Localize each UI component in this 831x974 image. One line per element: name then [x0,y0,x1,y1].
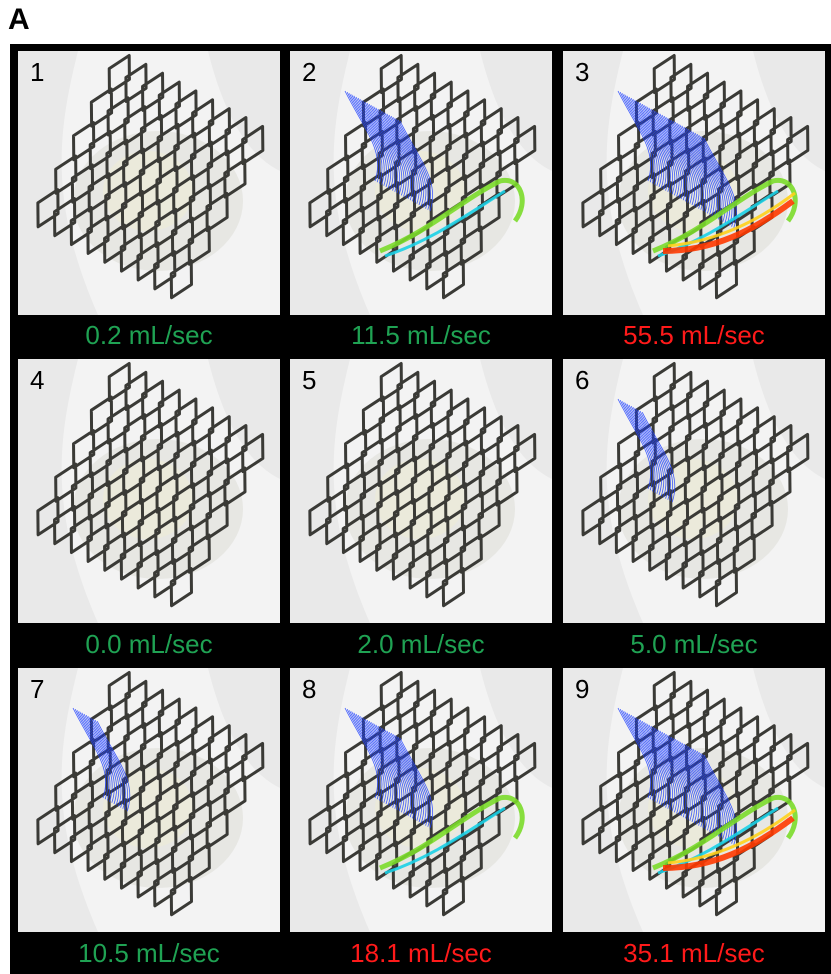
stent-render-9 [581,668,825,932]
stent-render-4 [36,359,280,623]
valve-image-4: 4 [18,359,280,623]
leak-rate-6: 5.0 mL/sec [630,629,758,659]
valve-image-6: 6 [563,359,825,623]
stent-frame [36,670,265,917]
case-number: 7 [30,674,45,704]
stent-frame [36,361,265,608]
valve-image-3: 3 [563,51,825,315]
stent-render-6 [581,359,825,623]
flow-streamlines [617,398,676,503]
stent-render-1 [36,51,280,315]
figure-grid: 1 2 3 0.2 mL/sec 11.5 mL/sec 55.5 mL/sec… [10,44,831,974]
leak-rate-3: 55.5 mL/sec [623,320,765,350]
stent-render-5 [308,359,552,623]
stent-render-3 [581,51,825,315]
valve-image-2: 2 [290,51,552,315]
leak-rate-1: 0.2 mL/sec [85,320,213,350]
case-number: 9 [575,674,590,704]
case-number: 2 [302,57,317,87]
stent-frame [36,53,265,300]
leak-rate-7: 10.5 mL/sec [78,938,220,968]
stent-render-8 [308,668,552,932]
flow-streamlines [617,90,798,258]
case-number: 8 [302,674,317,704]
leak-rate-2: 11.5 mL/sec [351,320,491,350]
stent-frame [308,670,537,917]
leak-rate-8: 18.1 mL/sec [350,938,492,968]
case-number: 3 [575,57,590,87]
valve-image-1: 1 [18,51,280,315]
case-number: 5 [302,365,317,395]
case-number: 1 [30,57,45,87]
stent-frame [308,53,537,300]
valve-image-8: 8 [290,668,552,932]
stent-render-2 [308,51,552,315]
stent-frame [308,361,537,608]
case-number: 4 [30,365,45,395]
stent-render-7 [36,668,280,932]
flow-streamlines [344,90,525,258]
flow-streamlines [72,707,131,812]
leak-rate-4: 0.0 mL/sec [85,629,213,659]
leak-rate-5: 2.0 mL/sec [357,629,485,659]
valve-image-7: 7 [18,668,280,932]
valve-image-5: 5 [290,359,552,623]
case-number: 6 [575,365,590,395]
flow-streamlines [617,707,798,875]
flow-streamlines [344,707,525,875]
stent-frame [581,361,810,608]
leak-rate-9: 35.1 mL/sec [623,938,765,968]
valve-image-9: 9 [563,668,825,932]
panel-label: A [8,3,30,36]
